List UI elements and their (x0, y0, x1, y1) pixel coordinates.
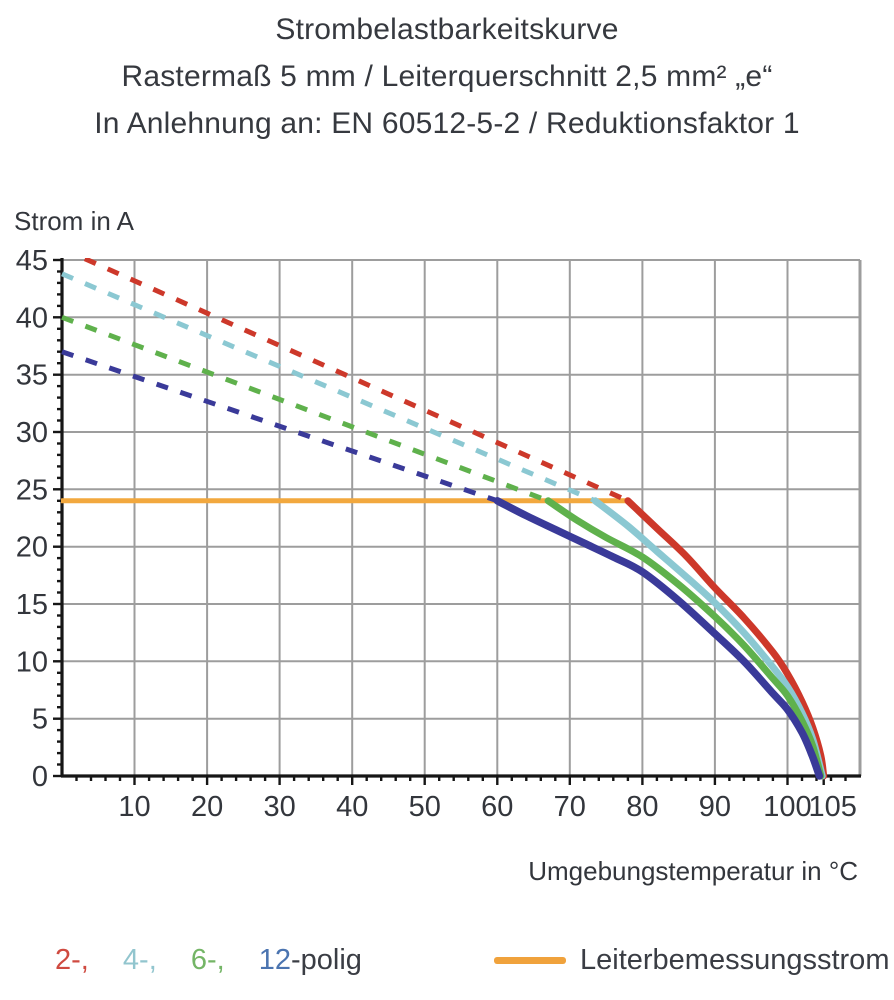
axis-ticks (53, 258, 847, 785)
x-tick-label: 20 (191, 791, 223, 823)
legend-rated-current: Leiterbemessungsstrom (494, 944, 889, 977)
gridlines (62, 259, 862, 776)
legend-polig-suffix: -polig (290, 944, 362, 976)
legend-12-polig: 12 (258, 944, 291, 976)
legend-2-polig: 2-, (55, 944, 89, 976)
series-4-polig-dashed (61, 271, 597, 504)
chart-legend: 2-, 4-, 6-, 12-polig Leiterbemessungsstr… (0, 936, 894, 992)
x-tick-label: 90 (699, 791, 731, 823)
series-2-polig-dashed (77, 258, 629, 504)
series-12-polig-dashed (61, 349, 499, 504)
rated-current-label: Leiterbemessungsstrom (580, 944, 890, 976)
y-tick-label: 20 (16, 532, 48, 564)
x-axis-title: Umgebungstemperatur in °C (528, 856, 858, 886)
y-axis-title: Strom in A (14, 206, 135, 236)
series-6-polig (544, 497, 825, 780)
y-tick-label: 30 (16, 417, 48, 449)
x-tick-label: 50 (409, 791, 441, 823)
series-2-polig (624, 497, 828, 780)
title-line-2: Rastermaß 5 mm / Leiterquerschnitt 2,5 m… (121, 60, 773, 93)
x-tick-label: 80 (626, 791, 658, 823)
legend-6-polig: 6-, (190, 944, 225, 976)
x-tick-label: 40 (336, 791, 368, 823)
x-tick-label: 105 (809, 791, 857, 823)
series-6-polig-dashed (61, 314, 549, 504)
y-tick-label: 25 (16, 474, 48, 506)
legend-4-polig: 4-, (122, 944, 157, 976)
rated-current-line-swatch (494, 957, 566, 964)
y-tick-label: 35 (16, 360, 48, 392)
x-tick-label: 100 (763, 791, 811, 823)
y-tick-label: 40 (16, 302, 48, 334)
x-tick-label: 70 (554, 791, 586, 823)
title-line-3: In Anlehnung an: EN 60512-5-2 / Reduktio… (94, 107, 800, 140)
x-tick-label: 10 (118, 791, 150, 823)
axes (60, 258, 861, 778)
y-tick-label: 0 (32, 761, 48, 793)
series-12-polig (493, 497, 824, 780)
series (61, 258, 828, 780)
legend-pole-counts: 2-, 4-, 6-, 12-polig (55, 944, 362, 977)
x-tick-label: 60 (481, 791, 513, 823)
chart-title-block: Strombelastbarkeitskurve Rastermaß 5 mm … (0, 6, 894, 147)
y-tick-label: 45 (16, 245, 48, 277)
title-line-1: Strombelastbarkeitskurve (275, 13, 619, 46)
y-tick-label: 5 (32, 704, 48, 736)
y-tick-label: 10 (16, 646, 48, 678)
y-tick-label: 15 (16, 589, 48, 621)
x-tick-label: 30 (263, 791, 295, 823)
